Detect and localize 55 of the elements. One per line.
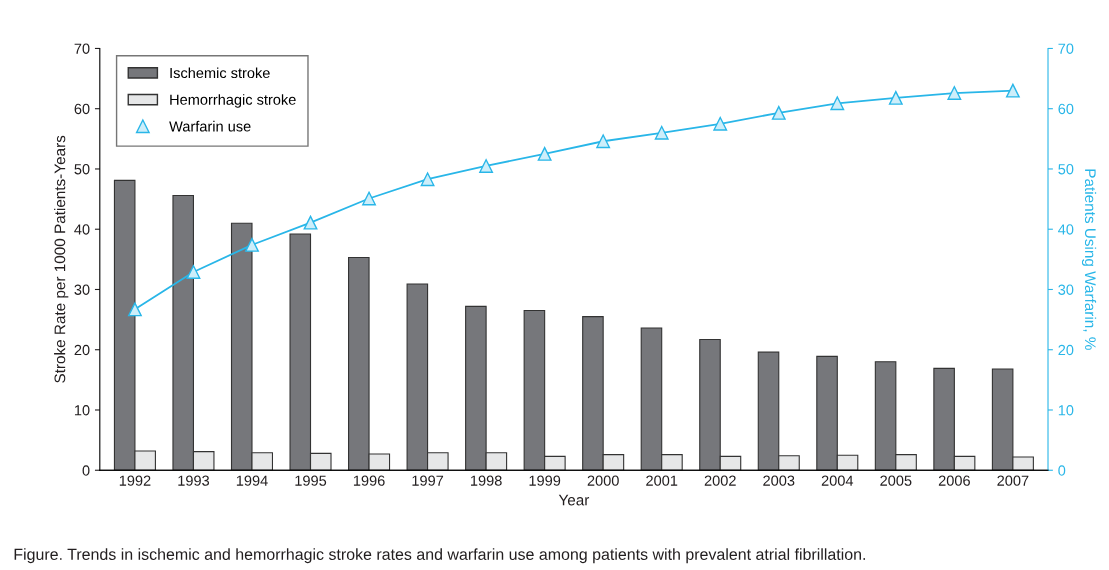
point (771, 105, 786, 120)
point (186, 265, 201, 279)
point (479, 159, 494, 173)
point (830, 96, 845, 111)
legend-label: Hemorrhagic stroke (170, 94, 296, 108)
x-tick-label: 1998 (471, 475, 502, 486)
text: Figure. Trends in ischemic and hemorrhagic stroke rates and warfarin use among patients with prevalent atrial fibrillation. (14, 548, 865, 564)
point (420, 172, 435, 187)
x-tick-label: 2007 (997, 475, 1029, 486)
point (654, 125, 669, 140)
x-tick-label: 2001 (646, 475, 678, 486)
y-tick-label: 30 (74, 284, 90, 295)
x-tick-label: 1999 (529, 475, 561, 486)
point (947, 86, 962, 100)
point (245, 237, 259, 252)
y2-axis-title: Patients Using Warfarin, % (1081, 169, 1097, 350)
y-tick-label: 10 (74, 405, 90, 416)
y2-tick-label: 70 (1058, 43, 1074, 54)
y-tick-label: 60 (74, 103, 90, 115)
x-tick-label: 2004 (821, 475, 854, 486)
y2-tick-label: 20 (1058, 344, 1074, 356)
x-axis-title: Year (558, 494, 590, 506)
x-tick-label: 1996 (353, 475, 385, 486)
y2-tick-label: 40 (1058, 224, 1074, 235)
legend-label: Warfarin use (169, 120, 251, 132)
x-tick-label: 2003 (763, 475, 795, 486)
x-tick-label: 2005 (880, 475, 912, 486)
y2-tick-label: 60 (1058, 103, 1074, 115)
y2-tick-label: 30 (1058, 284, 1074, 295)
x-tick-label: 1995 (295, 475, 327, 486)
x-tick-label: 2000 (587, 475, 619, 486)
point (1005, 83, 1020, 98)
point (127, 302, 142, 317)
y2-tick-label: 10 (1058, 405, 1074, 416)
x-tick-label: 2002 (704, 475, 736, 486)
y-tick-label: 40 (74, 224, 90, 235)
y-tick-label: 50 (74, 164, 90, 175)
point (537, 146, 552, 161)
x-tick-label: 1994 (236, 475, 268, 486)
legend-label: Ischemic stroke (170, 67, 270, 79)
y-tick-label: 20 (74, 344, 90, 356)
x-tick-label: 1997 (412, 475, 444, 486)
point (713, 116, 728, 131)
y2-tick-label: 50 (1058, 164, 1074, 175)
y-tick-label: 0 (82, 465, 90, 476)
point (362, 191, 376, 206)
point (303, 215, 318, 230)
point (888, 90, 903, 105)
point (596, 134, 611, 149)
y-axis-title: Stroke Rate per 1000 Patients-Years (54, 135, 69, 383)
x-tick-label: 1992 (119, 475, 151, 486)
x-tick-label: 2006 (938, 475, 970, 486)
y-tick-label: 70 (74, 43, 90, 54)
x-tick-label: 1993 (178, 475, 210, 486)
y2-tick-label: 0 (1058, 465, 1066, 476)
